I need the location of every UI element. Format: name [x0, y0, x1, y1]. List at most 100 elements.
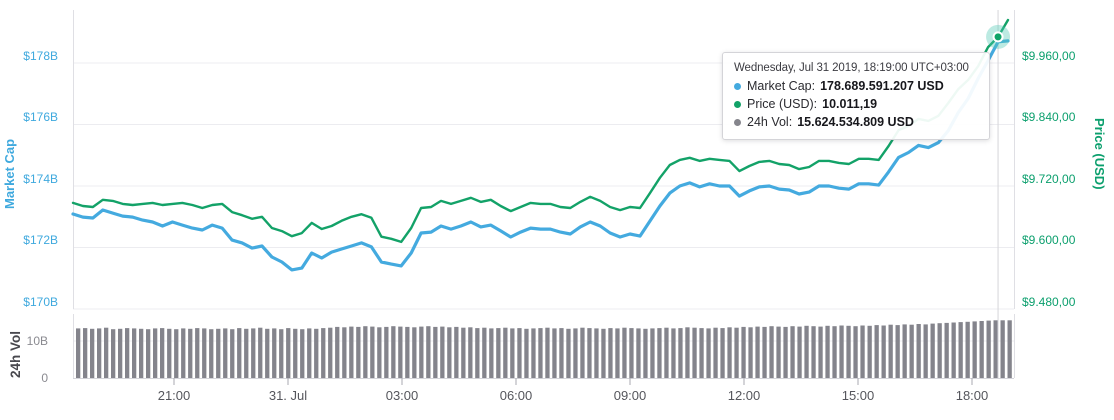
x-axis-tick: 03:00 — [385, 388, 419, 403]
volume-bar — [965, 321, 970, 378]
volume-bar — [377, 327, 382, 378]
volume-bar — [132, 328, 137, 378]
volume-bars — [76, 320, 1012, 379]
volume-bar — [216, 328, 221, 378]
volume-bar — [566, 328, 571, 378]
volume-bar — [888, 324, 893, 378]
volume-bar — [545, 327, 550, 378]
volume-bar — [713, 327, 718, 378]
tooltip-value: 10.011,19 — [822, 97, 878, 111]
volume-bar — [867, 325, 872, 378]
volume-bar — [622, 327, 627, 378]
volume-bar — [699, 328, 704, 379]
x-axis-tick: 06:00 — [499, 388, 533, 403]
volume-bar — [643, 328, 648, 378]
right-axis-tick: $9.960,00 — [1022, 49, 1076, 63]
volume-bar — [895, 325, 900, 378]
volume-bar — [97, 328, 102, 378]
volume-bar — [482, 327, 487, 378]
volume-bar — [1007, 320, 1012, 378]
volume-bar — [272, 328, 277, 378]
volume-bar — [748, 327, 753, 378]
pane-borders — [73, 10, 1015, 379]
volume-bar — [524, 328, 529, 378]
volume-bar — [944, 322, 949, 378]
volume-bar — [398, 326, 403, 378]
volume-bar — [608, 328, 613, 379]
volume-bar — [426, 326, 431, 378]
volume-bar — [559, 328, 564, 379]
volume-bar — [300, 329, 305, 378]
volume-bar — [846, 325, 851, 378]
volume-bar — [440, 326, 445, 378]
volume-bar — [111, 329, 116, 378]
volume-bar — [734, 327, 739, 378]
volume-bar — [706, 328, 711, 378]
x-axis-tick: 15:00 — [841, 388, 875, 403]
price-dot-icon — [734, 100, 741, 108]
left-axis-tick: $170B — [23, 295, 58, 309]
volume-bar — [433, 326, 438, 378]
volume-bar — [230, 329, 235, 378]
volume-bar — [587, 328, 592, 379]
volume-bar — [685, 327, 690, 378]
volume-bar — [601, 328, 606, 378]
left-axis-tick: $176B — [23, 110, 58, 124]
x-axis-tick: 12:00 — [727, 388, 761, 403]
volume-bar — [650, 328, 655, 378]
market-cap-dot-icon — [734, 82, 741, 90]
volume-bar — [979, 321, 984, 378]
x-axis-tick-marks — [173, 378, 973, 385]
volume-bar — [265, 328, 270, 378]
volume-bar — [678, 328, 683, 379]
volume-bar — [195, 328, 200, 379]
x-axis-tick: 09:00 — [613, 388, 647, 403]
volume-bar — [930, 323, 935, 378]
volume-bar — [958, 322, 963, 378]
volume-bar — [118, 328, 123, 378]
volume-bar — [755, 326, 760, 378]
right-axis-tick: $9.480,00 — [1022, 295, 1076, 309]
right-axis-tick: $9.600,00 — [1022, 233, 1076, 247]
tooltip-value: 15.624.534.809 USD — [797, 115, 914, 129]
volume-bar — [475, 328, 480, 379]
volume-bar — [916, 324, 921, 378]
volume-bar — [594, 328, 599, 378]
volume-bar — [223, 328, 228, 378]
x-axis-tick: 21:00 — [157, 388, 191, 403]
volume-bar — [321, 328, 326, 379]
volume-bar — [104, 327, 109, 378]
volume-bar — [790, 326, 795, 378]
volume-bar — [146, 329, 151, 378]
volume-bar — [286, 328, 291, 379]
volume-bar — [307, 328, 312, 378]
volume-axis-tick: 0 — [41, 371, 48, 385]
volume-bar — [279, 329, 284, 378]
volume-bar — [468, 327, 473, 378]
volume-bar — [825, 325, 830, 378]
volume-bar — [335, 326, 340, 378]
volume-bar — [188, 328, 193, 378]
volume-bar — [83, 328, 88, 379]
volume-bar — [244, 328, 249, 378]
price-line — [71, 18, 1010, 244]
volume-bar — [762, 326, 767, 378]
volume-bar — [391, 326, 396, 378]
right-axis-tick: $9.840,00 — [1022, 110, 1076, 124]
volume-bar — [657, 328, 662, 379]
volume-bar — [363, 326, 368, 378]
volume-bar — [76, 328, 81, 378]
volume-bar — [181, 328, 186, 378]
volume-bar — [741, 326, 746, 378]
volume-bar — [160, 328, 165, 379]
volume-bar — [615, 328, 620, 378]
volume-bar — [496, 328, 501, 379]
volume-bar — [237, 328, 242, 379]
volume-bar — [776, 326, 781, 378]
volume-bar — [370, 326, 375, 378]
tooltip-row-market-cap: Market Cap: 178.689.591.207 USD — [734, 77, 978, 95]
market-cap-line — [71, 39, 1010, 272]
volume-bar — [783, 326, 788, 378]
volume-axis-tick: 10B — [26, 334, 48, 348]
